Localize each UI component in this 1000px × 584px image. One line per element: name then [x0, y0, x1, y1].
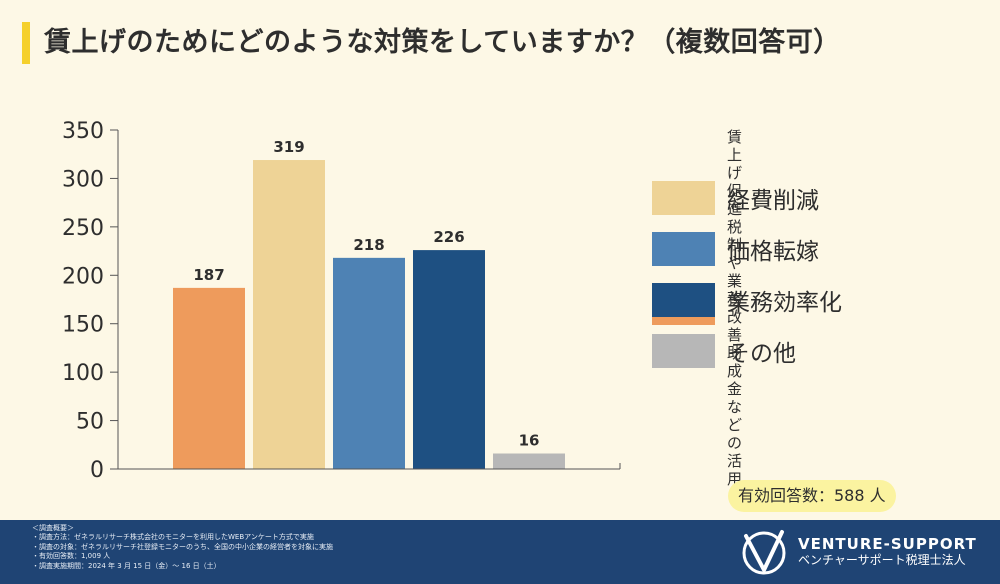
- bar-chart: 0 50 100 150 200 250 300 350 187 319 218 226 16: [62, 119, 621, 483]
- bar: [413, 250, 485, 469]
- survey-note-line: ＜調査概要＞: [32, 524, 74, 532]
- legend-label: 業務効率化: [727, 290, 842, 316]
- bar: [493, 453, 565, 469]
- bar-value-label: 218: [353, 236, 384, 254]
- bar-value-label: 319: [273, 138, 304, 156]
- bar: [333, 257, 405, 469]
- legend-item-efficiency: 業務効率化: [652, 283, 842, 317]
- legend-item-cost-reduction: 経費削減: [652, 181, 819, 215]
- footer-band: ＜調査概要＞ ・調査方法：ゼネラルリサーチ株式会社のモニターを利用したWEBアン…: [0, 520, 1000, 584]
- y-tick-label: 250: [62, 216, 104, 241]
- survey-notes: ＜調査概要＞ ・調査方法：ゼネラルリサーチ株式会社のモニターを利用したWEBアン…: [32, 524, 333, 571]
- bar: [253, 160, 325, 470]
- page-title: 賃上げのためにどのような対策をしていますか？（複数回答可）: [44, 27, 841, 58]
- bar-value-label: 16: [519, 432, 540, 450]
- legend-swatch: [652, 283, 715, 317]
- legend-swatch: [652, 181, 715, 215]
- legend-label: その他: [727, 341, 796, 367]
- y-tick-label: 150: [62, 313, 104, 338]
- survey-note-line: ・調査実施期間：2024 年 3 月 15 日（金）～ 16 日（土）: [32, 561, 221, 570]
- y-tick-label: 300: [62, 167, 104, 192]
- survey-note-line: ・調査の対象：ゼネラルリサーチ社登録モニターのうち、全国の中小企業の経営者を対象…: [32, 542, 333, 551]
- brand-subtitle: ベンチャーサポート税理士法人: [798, 552, 966, 567]
- brand-name: VENTURE-SUPPORT: [798, 534, 977, 553]
- survey-note-line: ・調査方法：ゼネラルリサーチ株式会社のモニターを利用したWEBアンケート方式で実…: [32, 533, 314, 542]
- legend-label: 価格転嫁: [727, 239, 819, 265]
- y-tick-label: 350: [62, 119, 104, 144]
- y-tick-label: 100: [62, 361, 104, 386]
- bar-value-label: 187: [193, 266, 224, 284]
- legend-item-price-pass-through: 価格転嫁: [652, 232, 819, 266]
- brand-logo: VENTURE-SUPPORT ベンチャーサポート税理士法人: [738, 526, 977, 576]
- title-accent-bar: [22, 22, 30, 64]
- y-tick-label: 0: [90, 458, 104, 483]
- brand-mark-icon: [742, 530, 786, 575]
- y-tick-label: 50: [76, 410, 104, 435]
- legend-swatch: [652, 334, 715, 368]
- y-tick-label: 200: [62, 264, 104, 289]
- total-respondents-badge: 有効回答数：588 人: [728, 480, 896, 512]
- legend-item-other: その他: [652, 334, 796, 368]
- survey-note-line: ・有効回答数：1,009 人: [32, 552, 111, 561]
- bar: [173, 287, 245, 469]
- legend-swatch: [652, 232, 715, 266]
- bar-value-label: 226: [433, 228, 464, 246]
- legend-label: 経費削減: [727, 188, 819, 214]
